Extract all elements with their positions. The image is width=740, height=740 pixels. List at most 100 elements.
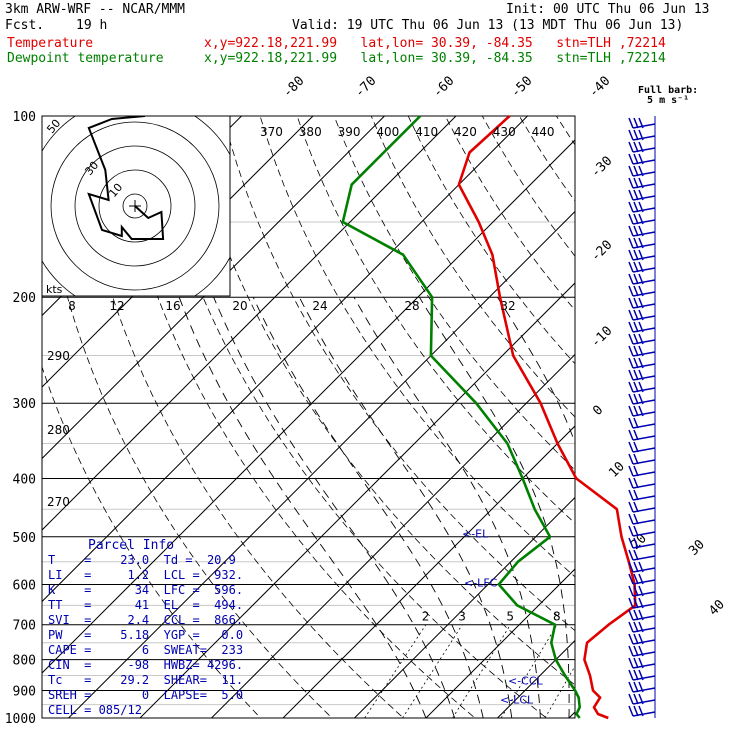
pressure-tick-label: 300 — [13, 397, 36, 412]
mixing-ratio-line — [452, 624, 511, 718]
wind-barb — [628, 633, 656, 645]
theta-label: 430 — [493, 125, 516, 139]
pressure-tick-label: 700 — [13, 619, 36, 634]
isotherm-line — [211, 353, 575, 718]
dry-adiabat — [481, 116, 575, 257]
hodo-unit: kts — [46, 283, 63, 296]
hodo-speed-label: 8 — [68, 299, 76, 313]
wind-barb — [628, 453, 656, 465]
forecast-label: Fcst. — [5, 18, 45, 33]
moist-adiabat — [419, 296, 570, 718]
temperature-profile — [457, 115, 637, 720]
wind-barb — [628, 141, 656, 153]
wind-barb — [628, 513, 656, 525]
hodo-speed-label: 16 — [165, 299, 180, 313]
isotherm-label: -20 — [588, 238, 615, 265]
level-annotation: <-LCL — [500, 694, 534, 707]
wind-barb — [628, 333, 656, 345]
parcel-info-row: CIN = -98 HWBZ= 4296. — [48, 658, 244, 672]
wind-barb — [628, 189, 656, 201]
pressure-tick-label: 600 — [13, 578, 36, 593]
hodo-ring — [50, 121, 220, 291]
wind-barb — [628, 693, 656, 705]
theta-label: 420 — [454, 125, 477, 139]
dewpoint-profile — [341, 115, 581, 719]
theta-label-lower: 270 — [47, 495, 70, 509]
theta-label: 370 — [260, 125, 283, 139]
hodo-ring — [74, 145, 196, 267]
wind-barb — [628, 177, 656, 189]
dry-adiabat — [148, 116, 548, 718]
isotherm-label: -50 — [508, 74, 535, 101]
moist-adiabat — [213, 297, 456, 718]
forecast-hours: 19 h — [76, 18, 108, 33]
wind-barb — [628, 705, 656, 717]
parcel-info-row: SREH = 0 LAPSE= 5.0 — [48, 688, 244, 702]
parcel-info-row: K = 34 LFC = 596. — [48, 583, 244, 597]
isotherm-label: -40 — [586, 74, 613, 101]
wind-barb — [628, 309, 656, 321]
wind-barb — [628, 405, 656, 417]
level-annotation: <-EL — [462, 528, 489, 541]
dewpoint-legend: Dewpoint temperature — [7, 51, 164, 66]
wind-barb — [628, 201, 656, 213]
hodo-speed-label: 12 — [109, 299, 124, 313]
wind-barb — [628, 609, 656, 621]
isotherm-line — [42, 116, 528, 603]
parcel-info-row: LI = 1.2 LCL = 932. — [48, 568, 244, 582]
level-annotation: <-LFC — [464, 577, 498, 590]
moist-adiabat — [497, 296, 575, 445]
wind-barb — [628, 249, 656, 261]
parcel-info-row: CAPE = 6 SWEAT= 233 — [48, 643, 244, 657]
wind-barb — [628, 369, 656, 381]
dry-adiabat — [556, 116, 575, 146]
dry-adiabat — [185, 116, 575, 686]
mixing-ratio-label: 5 — [506, 610, 514, 624]
isotherm-label: 0 — [590, 403, 606, 419]
wind-barb — [628, 429, 656, 441]
dry-adiabat — [111, 116, 476, 718]
theta-label-lower: 290 — [47, 349, 70, 363]
wind-barb — [628, 417, 656, 429]
hodo-ring — [98, 169, 172, 243]
hodo-speed-label: 32 — [500, 299, 515, 313]
dewpoint-location: x,y=922.18,221.99 lat,lon= 30.39, -84.35… — [204, 51, 666, 66]
mixing-ratio-label: 8 — [553, 610, 561, 624]
moist-adiabat — [252, 297, 484, 718]
isotherm-line — [712, 116, 740, 718]
isotherm-line — [425, 568, 575, 718]
valid-time: Valid: 19 UTC Thu 06 Jun 13 (13 MDT Thu … — [292, 18, 684, 33]
theta-label-lower: 280 — [47, 423, 70, 437]
hodo-speed-label: 28 — [404, 299, 419, 313]
wind-barb — [628, 357, 656, 369]
theta-label: 410 — [415, 125, 438, 139]
pressure-tick-label: 1000 — [5, 712, 36, 727]
wind-barb — [628, 225, 656, 237]
temperature-legend: Temperature — [7, 36, 94, 51]
wind-barb — [628, 237, 656, 249]
wind-barb — [628, 549, 656, 561]
wind-barb — [628, 213, 656, 225]
wind-barb — [628, 321, 656, 333]
isotherm-label: 30 — [686, 537, 708, 559]
pressure-tick-label: 400 — [13, 472, 36, 487]
dry-adiabat — [333, 116, 575, 471]
dry-adiabat — [296, 116, 575, 524]
parcel-info-row: CELL = 085/12 — [48, 703, 142, 717]
parcel-info-row: TT = 41 EL = 494. — [48, 598, 244, 612]
isotherm-line — [42, 116, 385, 460]
dry-adiabat — [370, 116, 575, 418]
mixing-ratio-line — [364, 624, 427, 718]
wind-barb — [628, 285, 656, 297]
pressure-tick-label: 900 — [13, 684, 36, 699]
mixing-ratio-label: 2 — [422, 610, 430, 624]
parcel-info-row: Tc = 29.2 SHEAR= 11. — [48, 673, 244, 687]
wind-barb — [628, 117, 656, 129]
wind-barb — [628, 573, 656, 585]
wind-barb — [628, 537, 656, 549]
wind-barb — [628, 645, 656, 657]
parcel-info-panel: Parcel Info T = 23.0 Td = 20.9 LI = 1.2 L… — [40, 538, 252, 726]
moist-adiabat — [655, 297, 693, 718]
isotherm-label: 10 — [606, 459, 628, 481]
